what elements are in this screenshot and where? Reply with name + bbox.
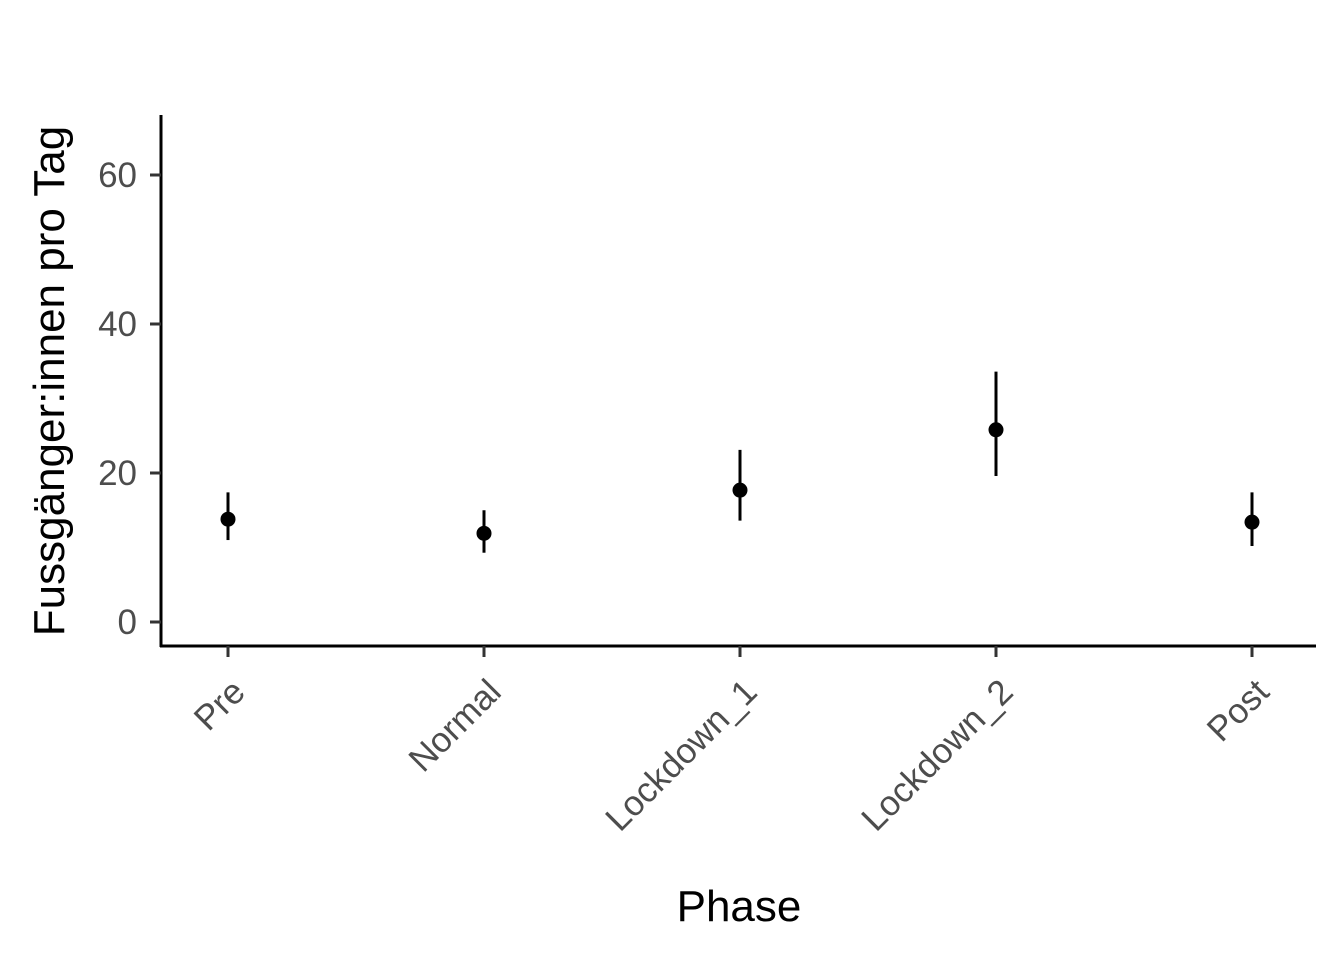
y-axis-ticks: 0 20 40 60	[98, 156, 161, 642]
data-point	[220, 511, 236, 527]
data-point	[476, 525, 492, 541]
y-axis-title: Fussgänger:innen pro Tag	[25, 126, 74, 636]
y-tick-label: 40	[98, 305, 137, 344]
x-tick-label: Post	[1200, 672, 1277, 749]
x-tick-label: Lockdown_1	[598, 672, 765, 839]
y-tick-label: 0	[118, 603, 137, 642]
data-point	[1244, 514, 1260, 530]
x-tick-label: Lockdown_2	[854, 672, 1021, 839]
y-tick-label: 60	[98, 156, 137, 195]
data-point	[732, 482, 748, 498]
data-layer	[220, 371, 1260, 553]
x-tick-label: Pre	[187, 672, 253, 738]
data-point	[988, 422, 1004, 438]
x-axis-title: Phase	[677, 882, 802, 931]
x-tick-label: Normal	[401, 672, 508, 779]
x-axis-ticks: Pre Normal Lockdown_1 Lockdown_2 Post	[187, 646, 1277, 839]
y-tick-label: 20	[98, 454, 137, 493]
